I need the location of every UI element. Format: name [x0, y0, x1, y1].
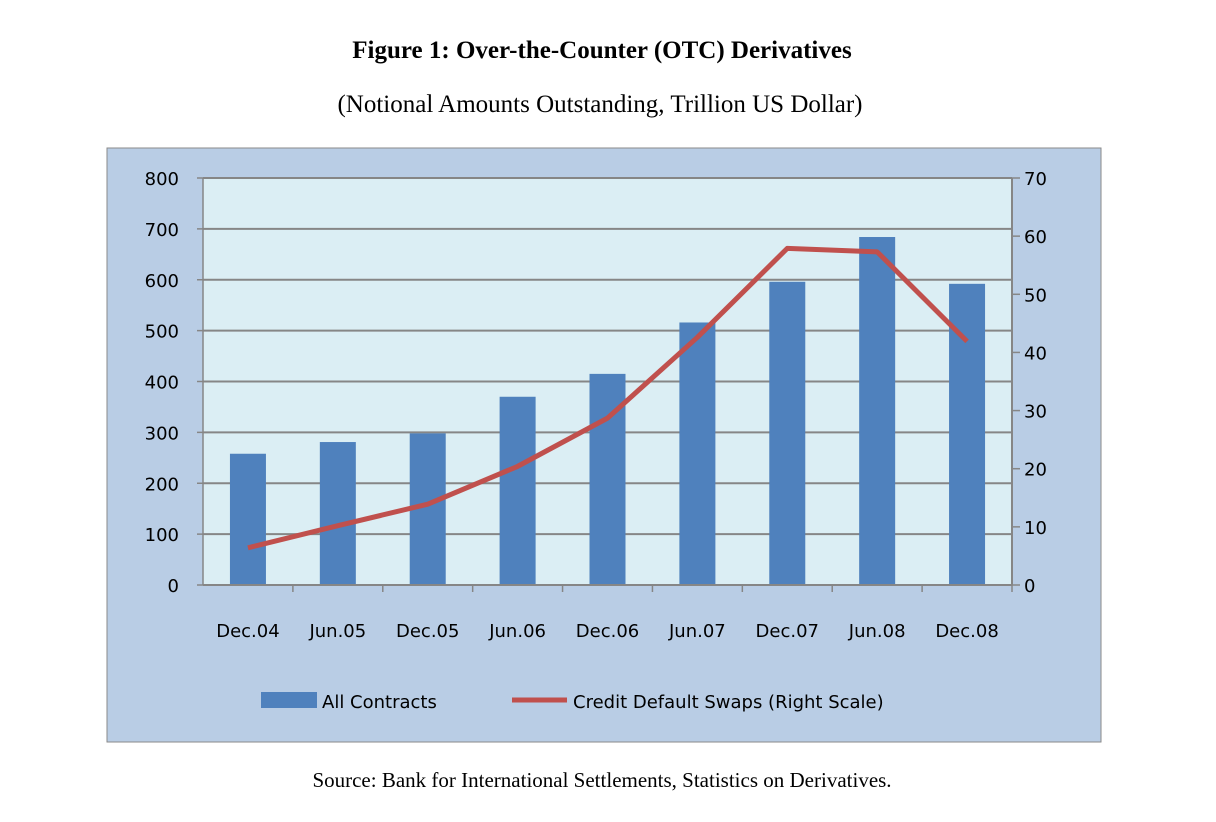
- bar-all-contracts: [949, 283, 986, 585]
- x-axis-tick-label: Jun.07: [668, 621, 726, 642]
- left-axis-tick-label: 100: [145, 525, 179, 546]
- legend-swatch-all-contracts: [261, 692, 317, 708]
- chart-subtitle: (Notional Amounts Outstanding, Trillion …: [337, 91, 862, 118]
- left-axis-tick-label: 300: [145, 423, 179, 444]
- right-axis-tick-label: 50: [1024, 285, 1047, 306]
- x-axis-tick-label: Jun.08: [848, 621, 906, 642]
- x-axis-tick-label: Dec.04: [216, 621, 279, 642]
- x-axis-tick-label: Dec.07: [756, 621, 819, 642]
- left-axis-tick-label: 800: [145, 169, 179, 190]
- legend-label-cds: Credit Default Swaps (Right Scale): [573, 692, 884, 713]
- left-axis-tick-label: 0: [168, 576, 179, 597]
- left-axis-tick-label: 200: [145, 474, 179, 495]
- right-axis-tick-label: 40: [1024, 343, 1047, 364]
- right-axis-tick-label: 60: [1024, 227, 1047, 248]
- legend-label-all-contracts: All Contracts: [322, 692, 437, 713]
- left-axis-tick-label: 500: [145, 322, 179, 343]
- bar-all-contracts: [769, 281, 806, 585]
- left-axis-tick-label: 400: [145, 373, 179, 394]
- legend: All Contracts Credit Default Swaps (Righ…: [261, 692, 884, 713]
- right-axis-tick-label: 10: [1024, 518, 1047, 539]
- right-axis-tick-label: 70: [1024, 169, 1047, 190]
- left-axis-tick-label: 700: [145, 220, 179, 241]
- x-axis-tick-label: Dec.08: [935, 621, 998, 642]
- bar-all-contracts: [679, 322, 716, 585]
- right-axis-tick-label: 0: [1024, 576, 1035, 597]
- left-axis-tick-label: 600: [145, 271, 179, 292]
- right-axis-tick-label: 20: [1024, 460, 1047, 481]
- bar-all-contracts: [859, 237, 896, 585]
- x-axis-tick-label: Jun.06: [488, 621, 546, 642]
- x-axis-tick-label: Dec.05: [396, 621, 459, 642]
- chart-source: Source: Bank for International Settlemen…: [312, 768, 891, 792]
- bar-all-contracts: [229, 453, 266, 585]
- chart-title: Figure 1: Over-the-Counter (OTC) Derivat…: [352, 37, 852, 64]
- bar-all-contracts: [319, 442, 356, 585]
- x-axis-tick-label: Dec.06: [576, 621, 639, 642]
- right-axis-tick-label: 30: [1024, 402, 1047, 423]
- bar-all-contracts: [499, 396, 536, 585]
- x-axis-tick-label: Jun.05: [308, 621, 366, 642]
